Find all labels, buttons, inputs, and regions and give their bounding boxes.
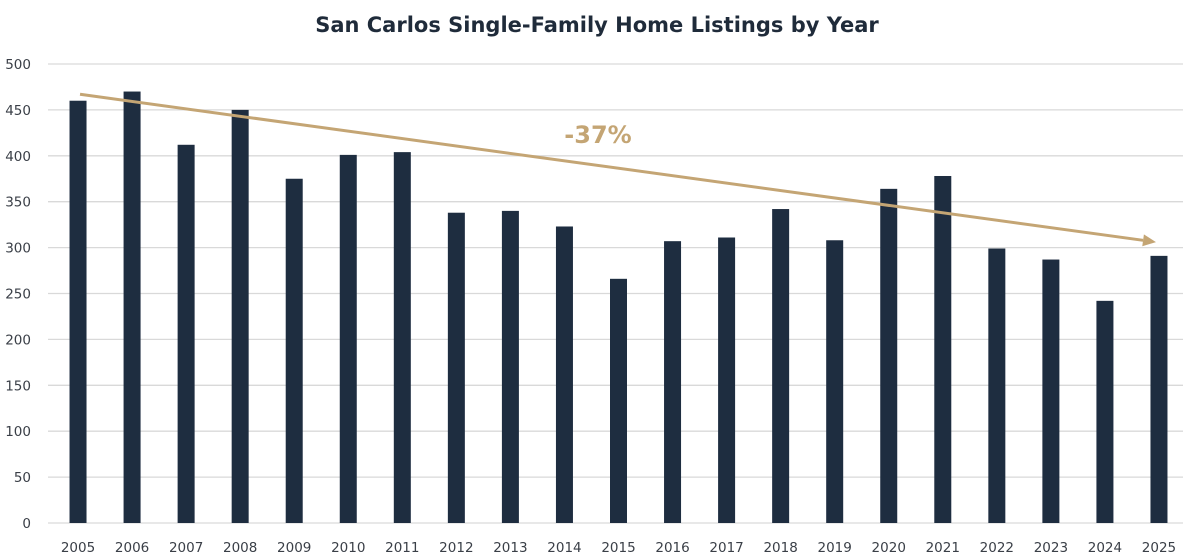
bar-2016 xyxy=(664,241,682,523)
y-axis-ticks: 0 50 100 150 200 250 300 350 400 450 500 xyxy=(5,57,31,532)
bar-2024 xyxy=(1096,300,1114,523)
x-tick-label: 2023 xyxy=(1034,540,1068,556)
y-tick-label: 0 xyxy=(22,516,31,532)
bar-2014 xyxy=(555,226,573,523)
y-tick-label: 100 xyxy=(5,424,31,440)
arrow-head-icon xyxy=(1142,234,1156,247)
x-tick-label: 2012 xyxy=(439,540,473,556)
bar-2010 xyxy=(339,154,357,523)
x-tick-label: 2020 xyxy=(872,540,906,556)
x-tick-label: 2021 xyxy=(926,540,960,556)
x-axis-ticks: 2005 2006 2007 2008 2009 2010 2011 2012 2013 2014… xyxy=(61,540,1176,556)
bar-2021 xyxy=(934,175,952,523)
x-tick-label: 2025 xyxy=(1142,540,1176,556)
bar-2008 xyxy=(231,109,249,524)
x-tick-label: 2018 xyxy=(763,540,797,556)
y-tick-label: 150 xyxy=(5,378,31,394)
x-tick-label: 2005 xyxy=(61,540,95,556)
bar-2022 xyxy=(988,248,1006,523)
bar-2019 xyxy=(826,240,844,524)
x-tick-label: 2009 xyxy=(277,540,311,556)
x-tick-label: 2016 xyxy=(655,540,689,556)
x-tick-label: 2015 xyxy=(601,540,635,556)
bar-2015 xyxy=(610,278,627,523)
y-tick-label: 50 xyxy=(14,470,31,486)
y-tick-label: 350 xyxy=(5,195,31,211)
x-tick-label: 2006 xyxy=(115,540,149,556)
bar-2007 xyxy=(177,144,195,523)
x-tick-label: 2014 xyxy=(547,540,581,556)
bar-2018 xyxy=(772,209,790,523)
bar-2005 xyxy=(69,100,87,523)
y-tick-label: 300 xyxy=(5,241,31,257)
bar-2009 xyxy=(285,178,303,523)
x-tick-label: 2022 xyxy=(980,540,1014,556)
bar-2006 xyxy=(123,91,141,523)
trend-annotation: -37% xyxy=(564,121,631,149)
x-tick-label: 2024 xyxy=(1088,540,1122,556)
y-tick-label: 250 xyxy=(5,287,31,303)
x-tick-label: 2011 xyxy=(385,540,419,556)
bar-2012 xyxy=(447,212,465,523)
bar-2023 xyxy=(1042,259,1060,523)
bar-2017 xyxy=(718,237,736,523)
x-tick-label: 2007 xyxy=(169,540,203,556)
bars xyxy=(69,91,1168,524)
x-tick-label: 2019 xyxy=(818,540,852,556)
y-tick-label: 400 xyxy=(5,149,31,165)
x-tick-label: 2017 xyxy=(709,540,743,556)
trend-arrow xyxy=(79,92,1156,247)
x-tick-label: 2008 xyxy=(223,540,257,556)
bar-2025 xyxy=(1150,255,1168,523)
bar-2013 xyxy=(501,210,519,523)
bar-2020 xyxy=(880,188,898,523)
y-tick-label: 500 xyxy=(5,57,31,73)
y-tick-label: 200 xyxy=(5,332,31,348)
x-tick-label: 2010 xyxy=(331,540,365,556)
x-tick-label: 2013 xyxy=(493,540,527,556)
trend-line xyxy=(79,92,1144,242)
chart-title: San Carlos Single-Family Home Listings b… xyxy=(315,13,879,37)
bar-2011 xyxy=(393,152,411,524)
y-tick-label: 450 xyxy=(5,103,31,119)
